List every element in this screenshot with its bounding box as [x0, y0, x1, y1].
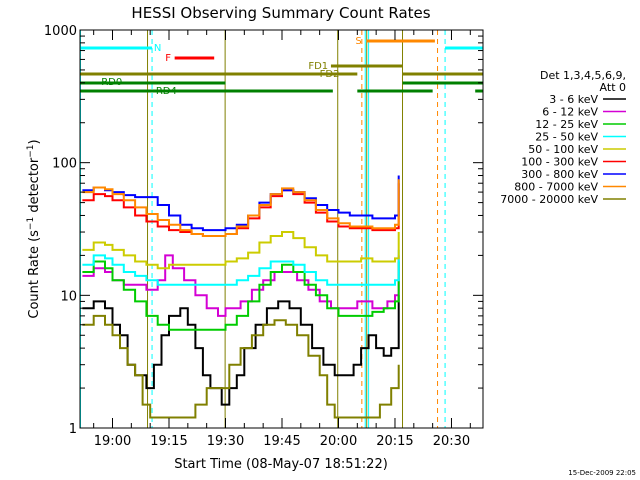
y-axis-label-main: Count Rate (s — [27, 230, 42, 319]
legend-label: 50 - 100 keV — [528, 143, 598, 156]
x-axis: 19:00 19:15 19:30 19:45 20:00 20:15 20:30 — [93, 30, 471, 449]
series-layer — [82, 175, 400, 419]
series-8-line — [82, 314, 400, 419]
y-axis: 1 10 100 1000 — [44, 24, 483, 437]
x-tick-label: 19:30 — [207, 434, 244, 449]
x-axis-label: Start Time (08-May-07 18:51:22) — [174, 457, 388, 472]
series-4-line — [82, 231, 400, 270]
legend-label: 25 - 50 keV — [535, 131, 598, 144]
y-axis-label-mid: detector — [27, 157, 42, 217]
legend-header-line2: Att 0 — [600, 81, 626, 94]
legend-label: 12 - 25 keV — [535, 118, 598, 131]
legend-header-line1: Det 1,3,4,5,6,9, — [540, 69, 626, 82]
y-tick-label: 1 — [69, 422, 77, 437]
x-tick-label: 20:00 — [320, 434, 357, 449]
chart-title: HESSI Observing Summary Count Rates — [131, 4, 430, 22]
legend-label: 100 - 300 keV — [521, 156, 598, 169]
series-2-line — [82, 260, 400, 331]
legend-label: 800 - 7000 keV — [514, 181, 598, 194]
series-7-line — [82, 179, 400, 237]
series-5-line — [82, 183, 400, 237]
x-tick-label: 19:15 — [150, 434, 187, 449]
annotation-f: F — [165, 53, 171, 64]
x-tick-label: 20:30 — [433, 434, 470, 449]
y-axis-label-end: ) — [27, 139, 42, 144]
x-tick-label: 20:15 — [376, 434, 413, 449]
y-axis-label: Count Rate (s−1 detector−1) — [26, 139, 42, 318]
y-axis-label-sup1: −1 — [26, 217, 36, 230]
series-3-line — [82, 249, 400, 286]
x-tick-label: 19:00 — [94, 434, 131, 449]
footer-timestamp: 15-Dec-2009 22:05 — [568, 469, 636, 477]
annotation-fd2: FD2 — [320, 69, 340, 80]
annotation-s: S — [355, 36, 361, 47]
legend-label: 7000 - 20000 keV — [500, 193, 598, 206]
legend-label: 300 - 800 keV — [521, 168, 598, 181]
series-1-line — [82, 254, 400, 317]
series-6-line — [82, 175, 400, 232]
y-axis-label-sup2: −1 — [26, 144, 36, 157]
legend-label: 6 - 12 keV — [542, 106, 598, 119]
annotation-fd1: FD1 — [308, 61, 328, 72]
y-tick-label: 1000 — [44, 24, 77, 39]
annotation-rd4: RD4 — [156, 86, 177, 97]
x-tick-label: 19:45 — [263, 434, 300, 449]
legend-label: 3 - 6 keV — [549, 93, 598, 106]
annotation-n: N — [154, 43, 161, 54]
y-tick-label: 10 — [60, 289, 77, 304]
annotation-rd0: RD0 — [101, 77, 122, 88]
y-tick-label: 100 — [52, 157, 77, 172]
